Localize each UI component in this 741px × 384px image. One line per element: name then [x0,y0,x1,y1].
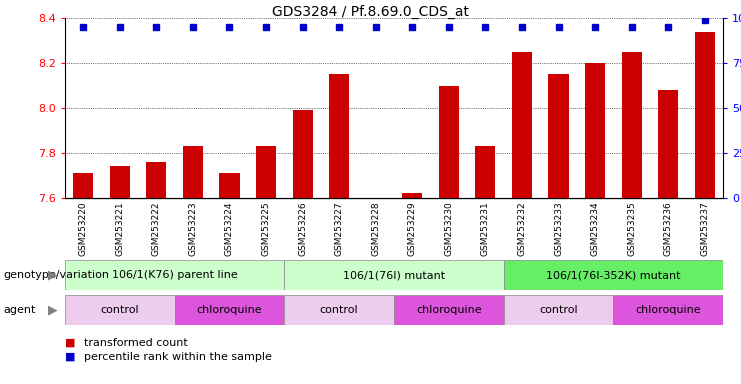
Text: genotype/variation: genotype/variation [4,270,110,280]
Text: percentile rank within the sample: percentile rank within the sample [84,352,271,362]
Text: GSM253235: GSM253235 [627,201,636,256]
Text: GSM253224: GSM253224 [225,201,234,255]
Bar [285,260,504,290]
Text: control: control [101,305,139,315]
Text: ■: ■ [65,338,76,348]
Text: 106/1(K76) parent line: 106/1(K76) parent line [112,270,238,280]
Text: GSM253221: GSM253221 [116,201,124,256]
Bar [548,74,568,198]
Text: GSM253223: GSM253223 [188,201,197,256]
Bar [183,146,203,198]
Bar [585,63,605,198]
Bar [658,90,678,198]
Text: GSM253227: GSM253227 [335,201,344,256]
Text: GSM253230: GSM253230 [445,201,453,256]
Text: GSM253231: GSM253231 [481,201,490,256]
Bar [512,52,532,198]
Text: ▶: ▶ [48,268,58,281]
Text: GSM253233: GSM253233 [554,201,563,256]
Text: ■: ■ [65,352,76,362]
Bar [504,295,614,325]
Text: chloroquine: chloroquine [196,305,262,315]
Bar [475,146,496,198]
Bar [110,167,130,198]
Bar [65,260,285,290]
Bar [439,86,459,198]
Bar [329,74,349,198]
Bar [146,162,167,198]
Text: GSM253228: GSM253228 [371,201,380,256]
Bar [614,295,723,325]
Text: GSM253225: GSM253225 [262,201,270,256]
Text: 106/1(76I) mutant: 106/1(76I) mutant [343,270,445,280]
Text: ▶: ▶ [48,303,58,316]
Bar [394,295,504,325]
Text: GSM253236: GSM253236 [664,201,673,256]
Text: GSM253234: GSM253234 [591,201,599,256]
Text: agent: agent [4,305,36,315]
Text: GDS3284 / Pf.8.69.0_CDS_at: GDS3284 / Pf.8.69.0_CDS_at [272,5,469,19]
Bar [175,295,285,325]
Bar [285,295,394,325]
Bar [65,295,175,325]
Bar [293,110,313,198]
Text: GSM253226: GSM253226 [298,201,307,256]
Text: transformed count: transformed count [84,338,187,348]
Bar [694,31,715,198]
Text: GSM253222: GSM253222 [152,201,161,255]
Text: control: control [320,305,359,315]
Text: chloroquine: chloroquine [635,305,701,315]
Text: GSM253229: GSM253229 [408,201,416,256]
Bar [402,194,422,198]
Text: 106/1(76I-352K) mutant: 106/1(76I-352K) mutant [546,270,680,280]
Text: control: control [539,305,578,315]
Text: GSM253220: GSM253220 [79,201,87,256]
Bar [504,260,723,290]
Bar [219,173,239,198]
Text: GSM253237: GSM253237 [700,201,709,256]
Bar [622,52,642,198]
Text: chloroquine: chloroquine [416,305,482,315]
Bar [73,173,93,198]
Bar [256,146,276,198]
Text: GSM253232: GSM253232 [517,201,526,256]
